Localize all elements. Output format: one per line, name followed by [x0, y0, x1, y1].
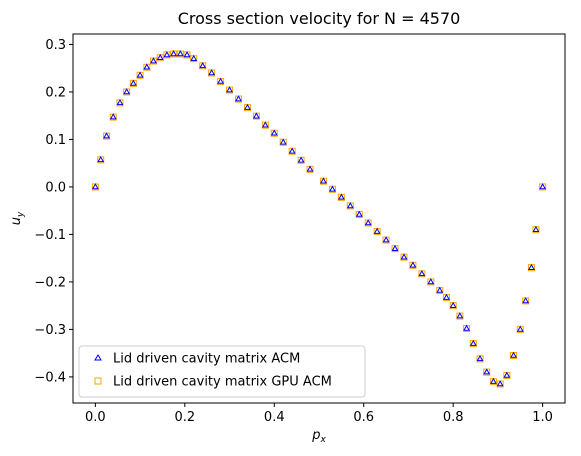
point-acm — [97, 156, 105, 163]
point-acm — [527, 263, 535, 270]
point-acm — [183, 51, 191, 58]
y-tick-label: −0.2 — [34, 275, 66, 290]
plot-area — [72, 33, 566, 404]
point-acm — [476, 355, 484, 362]
point-acm — [261, 121, 269, 128]
x-tick-label: 0.2 — [174, 410, 195, 425]
legend-label: Lid driven cavity matrix GPU ACM — [113, 375, 332, 390]
point-acm — [391, 244, 399, 251]
y-tick-label: 0.0 — [45, 180, 66, 195]
point-acm — [306, 165, 314, 172]
y-tick-label: −0.3 — [34, 323, 66, 338]
x-tick-label: 0.4 — [264, 410, 285, 425]
point-acm — [496, 380, 504, 387]
y-axis-label: uy — [9, 211, 26, 225]
point-acm — [532, 225, 540, 232]
legend-label: Lid driven cavity matrix ACM — [113, 352, 300, 367]
point-acm — [409, 261, 417, 268]
plot-frame — [72, 33, 566, 404]
x-tick-label: 0.8 — [443, 410, 464, 425]
point-acm — [346, 202, 354, 209]
point-acm — [364, 219, 372, 226]
x-axis-label-main: p — [311, 428, 320, 443]
point-acm — [320, 177, 327, 184]
point-acm — [449, 301, 457, 308]
point-acm — [103, 132, 111, 139]
point-acm — [279, 138, 287, 145]
point-acm — [199, 62, 207, 69]
point-acm — [436, 286, 444, 293]
y-tick-label: 0.1 — [45, 133, 66, 148]
point-acm — [297, 156, 305, 163]
point-acm — [355, 210, 363, 217]
point-acm — [243, 103, 251, 110]
x-axis-label-sub: x — [319, 435, 326, 445]
point-acm — [463, 324, 471, 331]
point-acm — [208, 69, 216, 76]
legend-box — [78, 345, 366, 398]
point-acm — [109, 113, 117, 120]
point-acm — [483, 368, 491, 375]
point-acm — [136, 71, 144, 78]
point-acm — [456, 312, 464, 319]
x-tick-label: 0.0 — [85, 410, 106, 425]
y-tick-label: 0.2 — [45, 85, 66, 100]
point-acm — [190, 54, 198, 61]
point-acm — [123, 88, 131, 95]
y-tick-label: −0.1 — [34, 228, 66, 243]
point-acm — [516, 325, 524, 332]
data-points — [91, 50, 547, 388]
point-acm — [382, 236, 390, 243]
point-acm — [156, 53, 164, 61]
point-acm — [217, 77, 225, 84]
y-axis-label-sub: y — [16, 211, 26, 218]
point-acm — [226, 86, 234, 93]
point-acm — [150, 57, 157, 64]
y-tick-label: −0.4 — [34, 370, 66, 385]
point-acm — [270, 129, 278, 136]
legend-marker-triangle — [94, 354, 102, 361]
point-acm — [170, 50, 178, 57]
y-tick-label: 0.3 — [45, 38, 66, 53]
x-tick-label: 0.6 — [353, 410, 374, 425]
x-axis-label: px — [311, 428, 326, 445]
x-tick-label: 1.0 — [532, 410, 553, 425]
y-axis-ticks: −0.4 −0.3 −0.2 −0.1 0.0 0.1 0.2 0.3 — [34, 38, 73, 385]
point-acm — [418, 270, 426, 277]
point-acm — [235, 95, 242, 102]
point-acm — [328, 185, 336, 192]
point-acm — [522, 297, 530, 304]
point-acm — [503, 371, 511, 378]
legend-marker-square — [94, 377, 102, 385]
point-acm — [373, 227, 381, 234]
point-acm — [163, 51, 171, 58]
legend-items: Lid driven cavity matrix ACM Lid driven c… — [94, 352, 332, 390]
legend: Lid driven cavity matrix ACM Lid driven c… — [78, 345, 366, 398]
point-acm — [91, 183, 99, 190]
point-acm — [129, 79, 137, 86]
point-acm — [443, 293, 450, 300]
point-acm — [510, 351, 518, 358]
point-acm — [252, 112, 260, 119]
chart-title: Cross section velocity for N = 4570 — [178, 9, 461, 28]
point-acm — [176, 50, 184, 57]
point-acm — [539, 183, 547, 190]
x-axis-ticks: 0.0 0.2 0.4 0.6 0.8 1.0 — [85, 403, 553, 425]
point-acm — [469, 339, 477, 346]
point-acm — [400, 253, 408, 260]
point-acm — [288, 147, 296, 154]
point-acm — [427, 278, 435, 285]
point-acm — [337, 193, 345, 200]
point-acm — [116, 99, 124, 106]
point-acm — [489, 377, 497, 384]
point-acm — [143, 63, 151, 70]
y-axis-label-main: u — [9, 217, 24, 225]
